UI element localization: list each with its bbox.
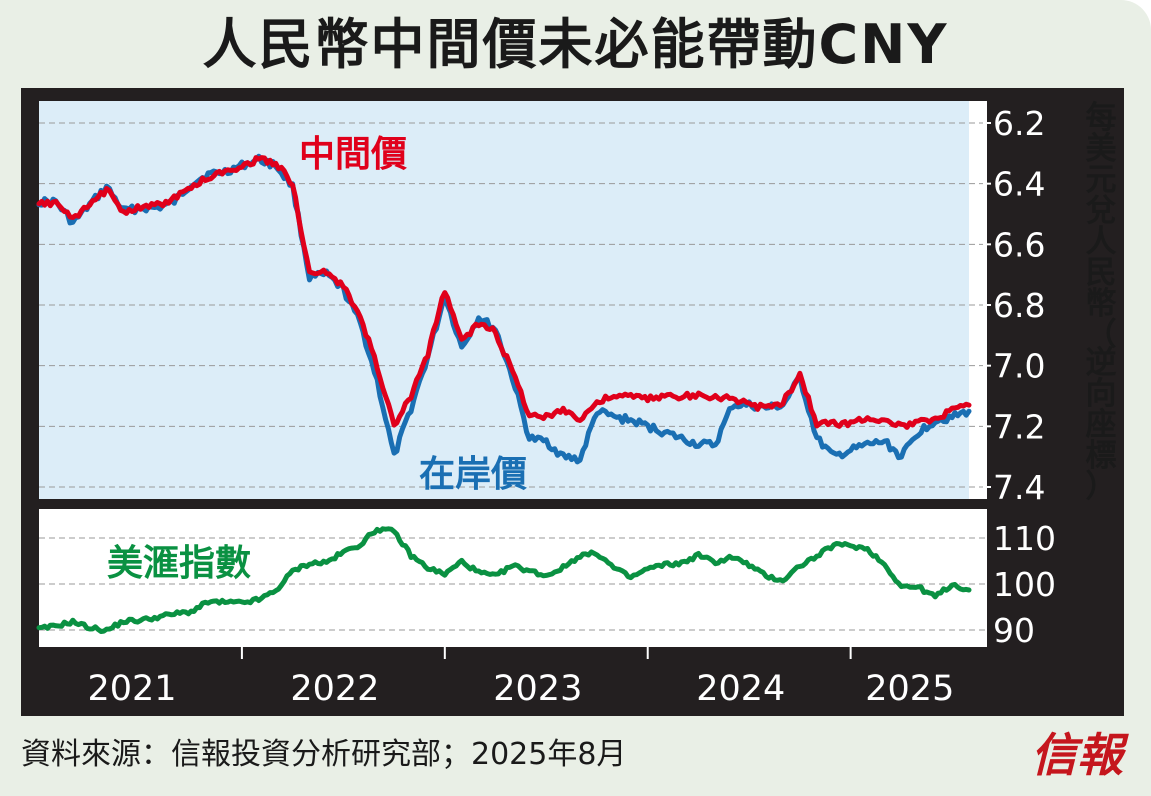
x-tick-label-2021: 2021 [87,669,176,709]
x-tick-label-2025: 2025 [865,669,954,709]
bottom-axis-ticks: 110 100 90 [993,519,1056,650]
y-tick-label: 6.2 [993,104,1045,143]
source-note: 資料來源：信報投資分析研究部；2025年8月 [21,737,627,772]
bottom-plot-background [39,509,987,647]
right-axis-label: 每美元兌人民幣（逆向座標） [1086,100,1117,505]
onshore-series-label: 在岸價 [419,454,527,495]
midpoint-series-label: 中間價 [299,134,407,175]
x-axis-ticks [240,647,852,659]
publisher-logo: 信報 [1031,728,1123,782]
midpoint-rate-line [36,155,972,430]
dollar-index-line [36,526,972,634]
x-tick-label-2022: 2022 [290,669,379,709]
y-tick-label: 6.8 [993,286,1045,325]
x-tick-label-2023: 2023 [493,669,582,709]
panel-divider [39,503,987,505]
chart-title: 人民幣中間價未必能帶動CNY [202,13,949,76]
top-axis-ticks: 6.2 6.4 6.6 6.8 7.0 7.2 7.4 [983,104,1045,507]
y-tick-label: 7.2 [993,407,1045,446]
chart-frame: 6.2 6.4 6.6 6.8 7.0 7.2 7.4 110 100 90 中間價 在岸價 美… [21,88,1124,716]
chart-svg: 6.2 6.4 6.6 6.8 7.0 7.2 7.4 110 100 90 中間價 在岸價 美… [36,100,1117,709]
dollar-index-series-label: 美滙指數 [107,543,251,584]
y-tick-label: 90 [993,611,1035,650]
y-tick-label: 7.0 [993,347,1045,386]
y-tick-label: 110 [993,519,1056,558]
y-tick-label: 6.4 [993,165,1045,204]
y-tick-label: 100 [993,565,1056,604]
x-tick-label-2024: 2024 [696,669,785,709]
y-tick-label: 7.4 [993,468,1045,507]
shaded-band [39,101,969,499]
y-tick-label: 6.6 [993,225,1045,264]
